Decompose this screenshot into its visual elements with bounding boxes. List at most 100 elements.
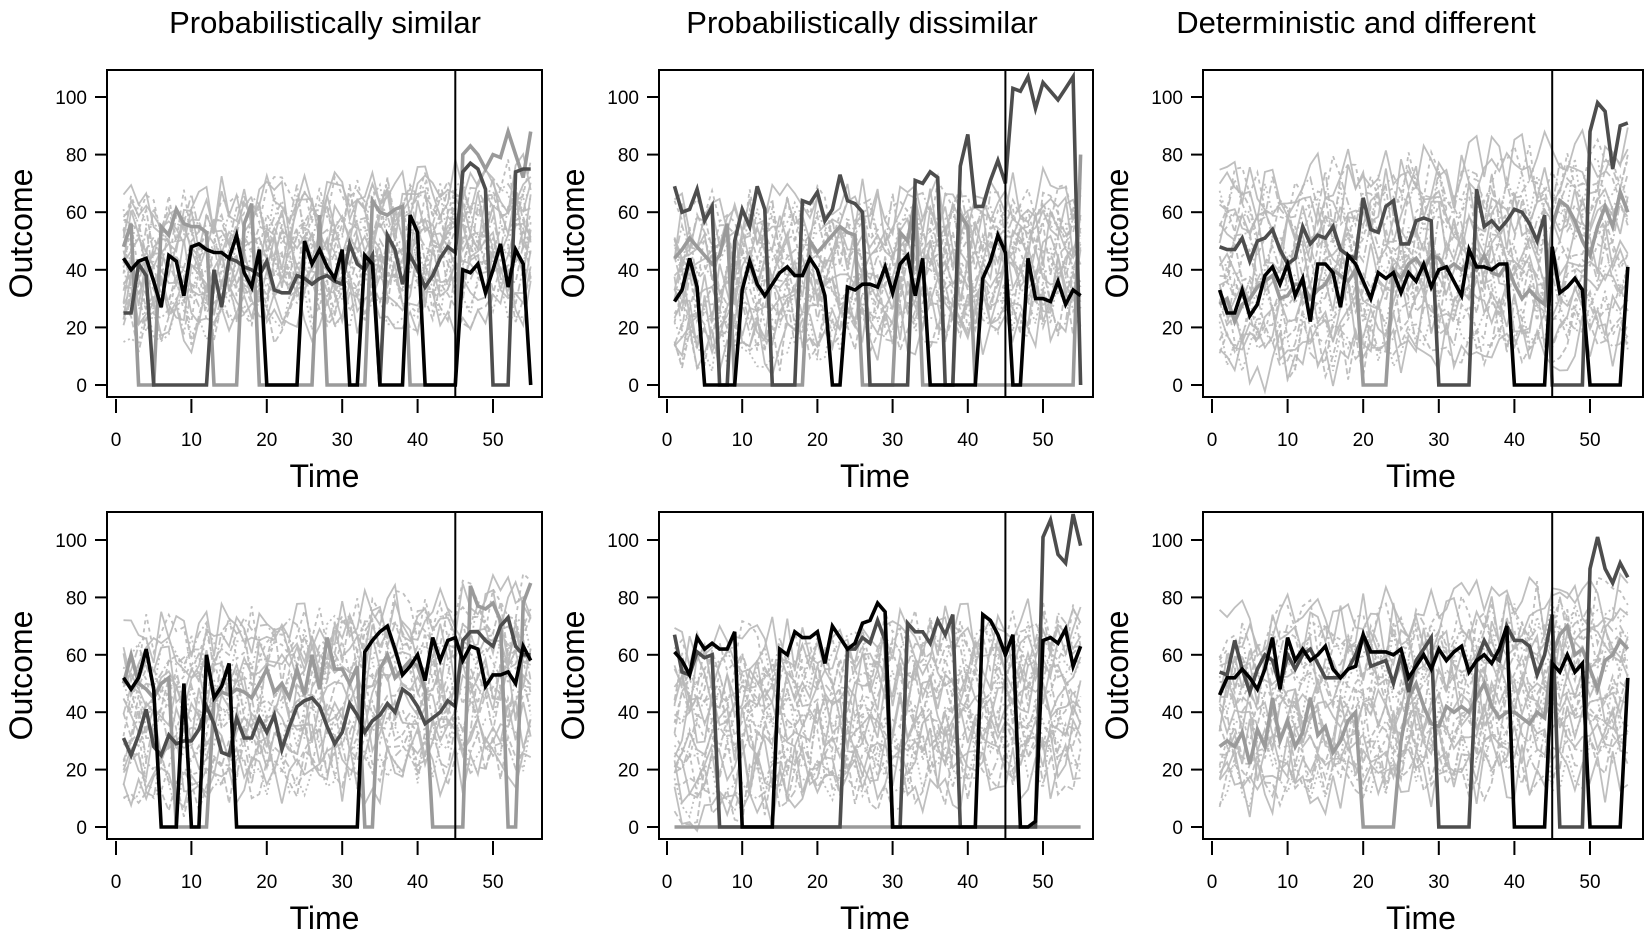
y-tick-label: 80: [618, 588, 639, 609]
x-tick-label: 50: [1579, 430, 1600, 451]
x-tick-label: 20: [807, 430, 828, 451]
background-series-line: [122, 700, 532, 795]
series-comparison-line: [672, 70, 1083, 387]
plot-area: [121, 571, 533, 829]
background-series-line: [122, 246, 532, 328]
y-tick-label: 20: [66, 318, 87, 339]
y-tick-label: 80: [1162, 146, 1183, 167]
background-series-line: [1218, 137, 1629, 221]
series-highlight-line: [121, 125, 533, 387]
x-tick-label: 10: [732, 872, 753, 893]
x-tick-label: 10: [181, 430, 202, 451]
background-series-line: [122, 227, 532, 310]
plot-frame: [1202, 511, 1644, 840]
y-tick-label: 0: [76, 376, 87, 397]
y-tick-label: 40: [66, 261, 87, 282]
background-series-line: [1218, 669, 1629, 755]
background-series-line: [673, 273, 1082, 372]
x-tick-label: 0: [662, 430, 673, 451]
background-series-line: [673, 711, 1081, 797]
series-highlight-line: [1218, 622, 1630, 829]
plot-area: [672, 70, 1083, 387]
y-tick-label: 60: [66, 203, 87, 224]
panel-2-title: Probabilistically dissimilar: [686, 5, 1037, 40]
x-tick-label: 30: [332, 872, 353, 893]
background-series-line: [1218, 576, 1629, 664]
x-tick-label: 50: [482, 872, 503, 893]
panel-probabilistically-dissimilar-bottom: 0 20 40 60 80 100 0 10 20 30 40 50 Time Outcome: [555, 511, 1094, 934]
panel-3-title: Deterministic and different: [1176, 5, 1536, 40]
x-tick-label: 10: [732, 430, 753, 451]
y-axis-label: Outcome: [3, 611, 39, 741]
series-comparison-line: [123, 160, 531, 387]
y-tick-label: 100: [55, 88, 87, 109]
background-series-line: [1218, 703, 1629, 790]
series-treated-line: [1217, 625, 1630, 829]
plot-area: [672, 513, 1083, 833]
x-tick-label: 0: [1207, 872, 1218, 893]
background-series-line: [1218, 653, 1629, 732]
y-tick-label: 0: [628, 818, 639, 839]
y-tick-label: 80: [66, 146, 87, 167]
background-series-line: [673, 191, 1082, 272]
y-tick-label: 40: [1162, 261, 1183, 282]
y-tick-label: 80: [66, 588, 87, 609]
x-tick-label: 0: [1207, 430, 1218, 451]
x-tick-label: 40: [957, 430, 978, 451]
background-series-line: [1219, 205, 1629, 289]
series-treated-line: [673, 599, 1083, 829]
x-axis-label: Time: [290, 900, 360, 934]
background-series-line: [1218, 284, 1629, 362]
x-tick-label: 40: [407, 430, 428, 451]
y-axis-label: Outcome: [1099, 611, 1135, 741]
x-tick-label: 30: [332, 430, 353, 451]
x-tick-label: 40: [957, 872, 978, 893]
y-tick-label: 20: [1162, 318, 1183, 339]
y-tick-label: 100: [1151, 531, 1183, 552]
x-tick-label: 20: [1353, 872, 1374, 893]
x-axis-label: Time: [290, 458, 360, 494]
background-series-line: [122, 159, 532, 242]
background-series-line: [123, 717, 532, 817]
x-tick-label: 40: [1504, 430, 1525, 451]
background-series-line: [673, 661, 1082, 739]
y-axis-label: Outcome: [555, 611, 591, 741]
y-tick-label: 20: [618, 761, 639, 782]
background-series-line: [122, 665, 532, 758]
y-tick-label: 100: [55, 531, 87, 552]
x-axis-label: Time: [840, 458, 910, 494]
background-series-line: [123, 602, 532, 695]
y-axis-label: Outcome: [1099, 169, 1135, 299]
x-tick-label: 0: [111, 872, 122, 893]
y-tick-label: 60: [618, 203, 639, 224]
plot-frame: [658, 511, 1094, 840]
x-tick-label: 30: [882, 872, 903, 893]
background-series-line: [673, 646, 1082, 727]
y-tick-label: 80: [1162, 588, 1183, 609]
y-axis-label: Outcome: [555, 169, 591, 299]
y-tick-label: 20: [1162, 761, 1183, 782]
y-tick-label: 100: [607, 531, 639, 552]
background-series-line: [122, 210, 532, 292]
x-tick-label: 20: [1353, 430, 1374, 451]
background-series-line: [673, 270, 1082, 358]
background-series-line: [674, 694, 1082, 772]
x-tick-label: 30: [1428, 430, 1449, 451]
x-tick-label: 40: [407, 872, 428, 893]
plot-area: [1217, 536, 1630, 829]
y-tick-label: 40: [618, 703, 639, 724]
panel-probabilistically-similar-bottom: 0 20 40 60 80 100 0 10 20 30 40 50 Time Outcome: [3, 511, 543, 934]
x-tick-label: 50: [1032, 872, 1053, 893]
panel-1-title: Probabilistically similar: [169, 5, 481, 40]
plot-frame: [658, 69, 1094, 398]
background-series-line: [673, 213, 1081, 300]
background-series-line: [122, 693, 531, 792]
series-comparison-line: [1218, 536, 1630, 829]
panel-probabilistically-dissimilar-top: 0 20 40 60 80 100 0 10 20 30 40 50 Time Outcome: [555, 69, 1094, 494]
x-tick-label: 20: [256, 872, 277, 893]
y-tick-label: 0: [1172, 818, 1183, 839]
y-tick-label: 40: [618, 261, 639, 282]
x-axis-label: Time: [840, 900, 910, 934]
series-treated-line: [1217, 243, 1630, 387]
